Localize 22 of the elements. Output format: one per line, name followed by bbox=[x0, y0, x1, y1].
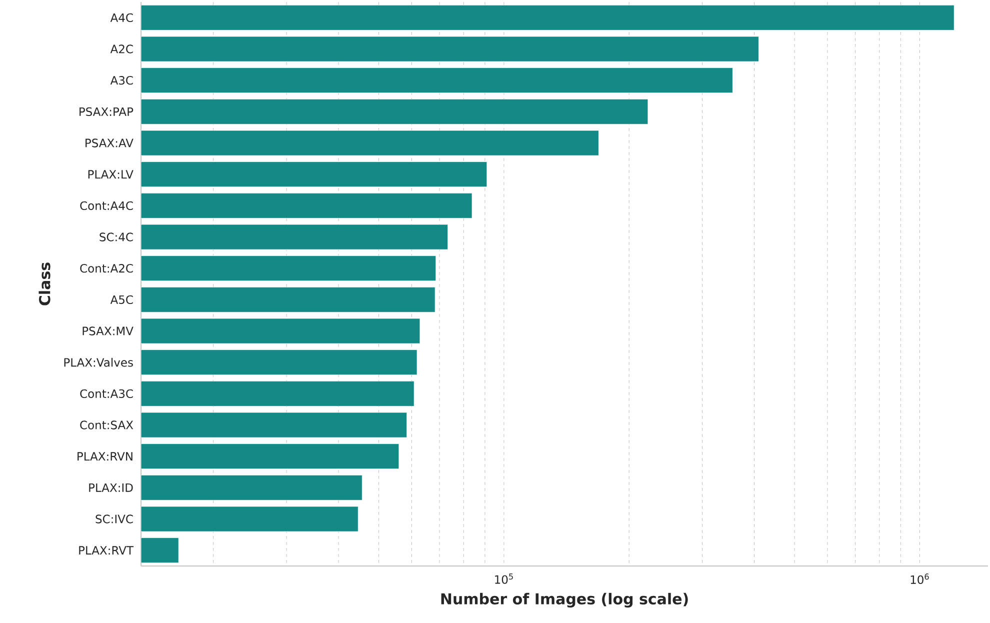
y-tick-label: PSAX:MV bbox=[82, 326, 134, 336]
y-tick-label: A4C bbox=[110, 13, 133, 22]
y-tick-label: PLAX:Valves bbox=[64, 358, 133, 367]
y-tick-label: Cont:A2C bbox=[80, 264, 133, 273]
y-tick-label: Cont:A3C bbox=[80, 389, 133, 398]
y-tick-label: A3C bbox=[110, 76, 133, 85]
y-axis-title: Class bbox=[38, 262, 50, 306]
y-tick-label: PSAX:AV bbox=[86, 138, 134, 148]
y-tick-label: PSAX:PAP bbox=[80, 107, 134, 116]
y-tick-label: PLAX:ID bbox=[89, 483, 133, 492]
y-tick-label: A5C bbox=[110, 295, 133, 304]
y-tick-label: Cont:SAX bbox=[80, 420, 134, 430]
y-tick-label: PLAX:RVN bbox=[78, 452, 132, 461]
x-tick-label: 10$^{5}$ bbox=[495, 574, 513, 584]
y-tick-label: PLAX:RVT bbox=[79, 546, 134, 555]
y-tick-label: Cont:A4C bbox=[80, 201, 133, 210]
y-tick-label: SC:4C bbox=[100, 232, 133, 242]
x-tick-label: 10$^{6}$ bbox=[910, 574, 929, 584]
y-tick-label: A2C bbox=[110, 44, 133, 54]
x-axis-title: Number of Images (log scale) bbox=[441, 592, 688, 608]
y-tick-label: PLAX:LV bbox=[88, 170, 134, 179]
y-tick-label: SC:IVC bbox=[96, 514, 133, 524]
